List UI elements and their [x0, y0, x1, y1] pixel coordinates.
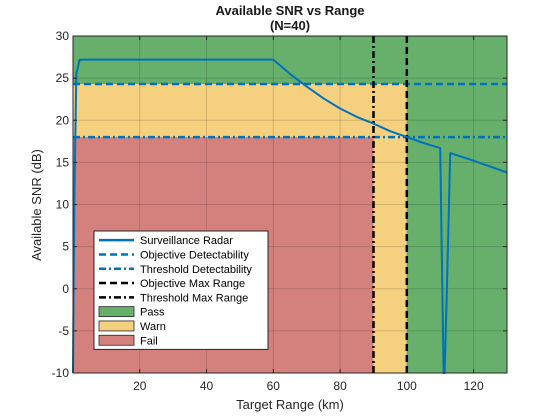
legend-swatch: [98, 334, 135, 346]
legend-label: Fail: [140, 335, 158, 347]
y-tick-label: 10: [56, 198, 70, 212]
x-tick-label: 20: [133, 379, 147, 393]
x-tick-label: 80: [333, 379, 347, 393]
legend-swatch: [98, 306, 135, 318]
y-axis-label: Available SNR (dB): [29, 149, 44, 261]
series-surveillance-radar: [72, 58, 508, 374]
legend-label: Warn: [140, 321, 166, 333]
legend-swatch: [98, 320, 135, 332]
x-tick-label: 40: [200, 379, 214, 393]
legend: Surveillance Radar Objective Detectabilit…: [93, 230, 269, 350]
tick-labels: 20 40 60 80 100 120 -10 -5 0 5 10 15 20 25 30: [52, 29, 484, 393]
x-axis-label: Target Range (km): [236, 397, 344, 412]
x-tick-label: 60: [267, 379, 281, 393]
chart-subtitle: (N=40): [270, 18, 310, 33]
y-tick-label: 20: [56, 113, 70, 127]
y-tick-label: 15: [56, 155, 70, 169]
y-tick-label: -10: [52, 366, 70, 380]
legend-label: Pass: [140, 307, 165, 319]
legend-label: Threshold Detectability: [140, 264, 252, 276]
x-tick-label: 120: [464, 379, 484, 393]
y-tick-label: -5: [58, 324, 69, 338]
legend-label: Surveillance Radar: [140, 235, 233, 247]
y-tick-label: 0: [62, 282, 69, 296]
y-tick-label: 25: [56, 71, 70, 85]
x-tick-label: 100: [397, 379, 417, 393]
chart-title: Available SNR vs Range: [215, 3, 364, 18]
series-layer: [72, 36, 508, 374]
axes-frame: [72, 35, 508, 374]
legend-label: Objective Max Range: [140, 278, 245, 290]
legend-label: Objective Detectability: [140, 249, 249, 261]
y-tick-label: 5: [62, 240, 69, 254]
legend-label: Threshold Max Range: [140, 292, 248, 304]
y-tick-label: 30: [56, 29, 70, 43]
